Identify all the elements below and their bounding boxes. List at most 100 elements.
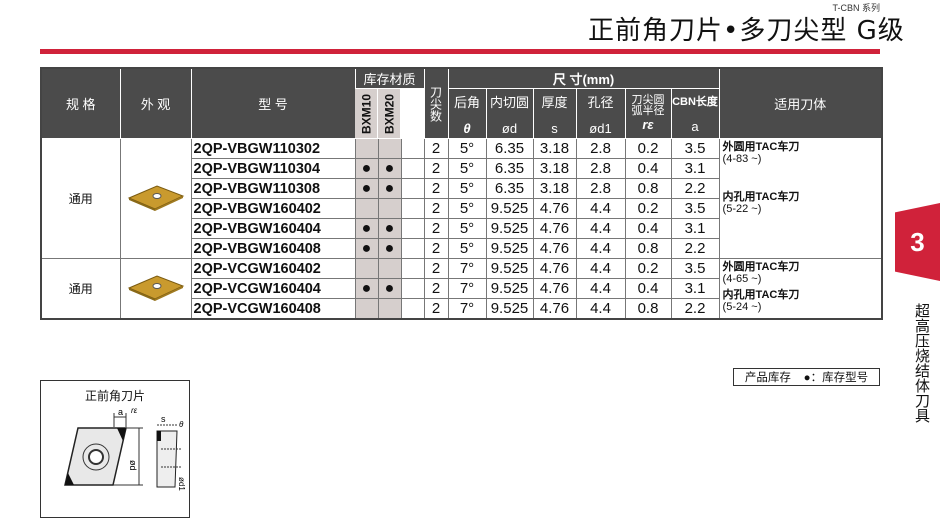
d-cell: 9.525 — [485, 238, 534, 259]
d1-cell: 4.4 — [575, 238, 626, 259]
theta-cell: 7° — [447, 278, 487, 299]
header-radius: 刀尖圆弧半径 rε — [624, 88, 672, 139]
rhombic-insert-icon — [127, 275, 185, 305]
a-cell: 2.2 — [670, 238, 720, 259]
theta-cell: 5° — [447, 138, 487, 159]
a-cell: 3.5 — [670, 138, 720, 159]
chapter-tab[interactable]: 3 — [895, 203, 940, 281]
r-cell: 0.2 — [624, 258, 672, 279]
model-cell: 2QP-VBGW110308 — [190, 178, 356, 199]
s-cell: 3.18 — [532, 178, 577, 199]
header-bxm20: BXM20 — [378, 88, 401, 139]
d-cell: 6.35 — [485, 138, 534, 159]
rhombic-insert-icon — [127, 185, 185, 215]
header-hole: 孔径 ød1 — [575, 88, 626, 139]
model-cell: 2QP-VBGW110302 — [190, 138, 356, 159]
header-ic: 内切圆 ød — [485, 88, 534, 139]
model-cell: 2QP-VBGW110304 — [190, 158, 356, 179]
bxm10-stock: ● — [354, 238, 379, 259]
insert-diagram: 正前角刀片 a rε ød s θ ød1 — [40, 380, 190, 518]
blank-cell — [400, 298, 425, 320]
s-cell: 4.76 — [532, 218, 577, 239]
blank-cell — [400, 158, 425, 179]
d1-cell: 4.4 — [575, 258, 626, 279]
a-cell: 2.2 — [670, 178, 720, 199]
corners-cell: 2 — [423, 238, 449, 259]
holder-cell: 外圆用TAC车刀 (4-65 ~) 内孔用TAC车刀 (5-24 ~) — [718, 258, 883, 320]
s-cell: 3.18 — [532, 138, 577, 159]
d1-cell: 2.8 — [575, 158, 626, 179]
a-cell: 3.1 — [670, 218, 720, 239]
bxm10-stock — [354, 298, 379, 320]
bxm10-stock — [354, 138, 379, 159]
d1-cell: 4.4 — [575, 218, 626, 239]
header-model: 型 号 — [190, 67, 356, 139]
theta-cell: 5° — [447, 218, 487, 239]
table-row: 2QP-VBGW160408 ● ● 2 5° 9.525 4.76 4.4 0.8 2.2 — [41, 238, 882, 259]
a-cell: 3.1 — [670, 278, 720, 299]
header-cbn: CBN长度 a — [670, 88, 720, 139]
d-cell: 9.525 — [485, 278, 534, 299]
insert-image — [119, 138, 192, 259]
s-cell: 4.76 — [532, 198, 577, 219]
table-row: 2QP-VCGW160404 ● ● 2 7° 9.525 4.76 4.4 0.4 3.1 — [41, 278, 882, 299]
header-holder: 适用刀体 — [718, 67, 883, 139]
header-corners: 刀尖数 — [423, 67, 449, 139]
a-cell: 2.2 — [670, 298, 720, 320]
title-divider — [40, 49, 880, 54]
bxm20-stock — [377, 258, 402, 279]
s-cell: 3.18 — [532, 158, 577, 179]
bxm10-stock — [354, 258, 379, 279]
model-cell: 2QP-VCGW160402 — [190, 258, 356, 279]
bxm20-stock: ● — [377, 158, 402, 179]
corners-cell: 2 — [423, 178, 449, 199]
model-cell: 2QP-VCGW160404 — [190, 278, 356, 299]
corners-cell: 2 — [423, 218, 449, 239]
d-cell: 6.35 — [485, 158, 534, 179]
blank-cell — [400, 198, 425, 219]
theta-cell: 5° — [447, 158, 487, 179]
header-blank — [400, 88, 425, 139]
s-cell: 4.76 — [532, 278, 577, 299]
corners-cell: 2 — [423, 158, 449, 179]
bxm10-stock: ● — [354, 178, 379, 199]
header-spec: 规 格 — [40, 67, 121, 139]
d1-cell: 2.8 — [575, 138, 626, 159]
corners-cell: 2 — [423, 138, 449, 159]
r-cell: 0.4 — [624, 218, 672, 239]
blank-cell — [400, 178, 425, 199]
d1-cell: 4.4 — [575, 278, 626, 299]
r-cell: 0.8 — [624, 238, 672, 259]
table-row: 通用 2QP-VCGW160402 2 7° 9.525 4.76 4.4 0.2 3.5 外圆用… — [40, 258, 883, 320]
r-cell: 0.8 — [624, 178, 672, 199]
bxm20-stock — [377, 198, 402, 219]
spec-cell: 通用 — [40, 138, 121, 259]
r-cell: 0.4 — [624, 278, 672, 299]
d1-cell: 2.8 — [575, 178, 626, 199]
d-cell: 6.35 — [485, 178, 534, 199]
product-table: 规 格 外 观 型 号 库存材质 刀尖数 尺 寸(mm) 适用刀体 BXM10 … — [40, 67, 884, 320]
d-cell: 9.525 — [485, 198, 534, 219]
blank-cell — [400, 278, 425, 299]
model-cell: 2QP-VCGW160408 — [190, 298, 356, 320]
corners-cell: 2 — [423, 298, 449, 320]
theta-cell: 5° — [447, 178, 487, 199]
d-cell: 9.525 — [485, 298, 534, 320]
d-cell: 9.525 — [485, 258, 534, 279]
svg-text:ød: ød — [128, 460, 138, 471]
bxm10-stock: ● — [354, 278, 379, 299]
r-cell: 0.2 — [624, 138, 672, 159]
table-row: 通用 2QP-VBGW110302 2 5° 6.35 3.18 2.8 0.2 3.5 外圆用T… — [40, 138, 883, 259]
svg-text:θ: θ — [179, 420, 184, 429]
theta-cell: 7° — [447, 258, 487, 279]
bxm10-stock: ● — [354, 158, 379, 179]
model-cell: 2QP-VBGW160408 — [190, 238, 356, 259]
s-cell: 4.76 — [532, 238, 577, 259]
a-cell: 3.1 — [670, 158, 720, 179]
bxm20-stock: ● — [377, 218, 402, 239]
header-appearance: 外 观 — [119, 67, 192, 139]
model-cell: 2QP-VBGW160404 — [190, 218, 356, 239]
theta-cell: 5° — [447, 198, 487, 219]
svg-text:a: a — [118, 407, 123, 417]
a-cell: 3.5 — [670, 198, 720, 219]
